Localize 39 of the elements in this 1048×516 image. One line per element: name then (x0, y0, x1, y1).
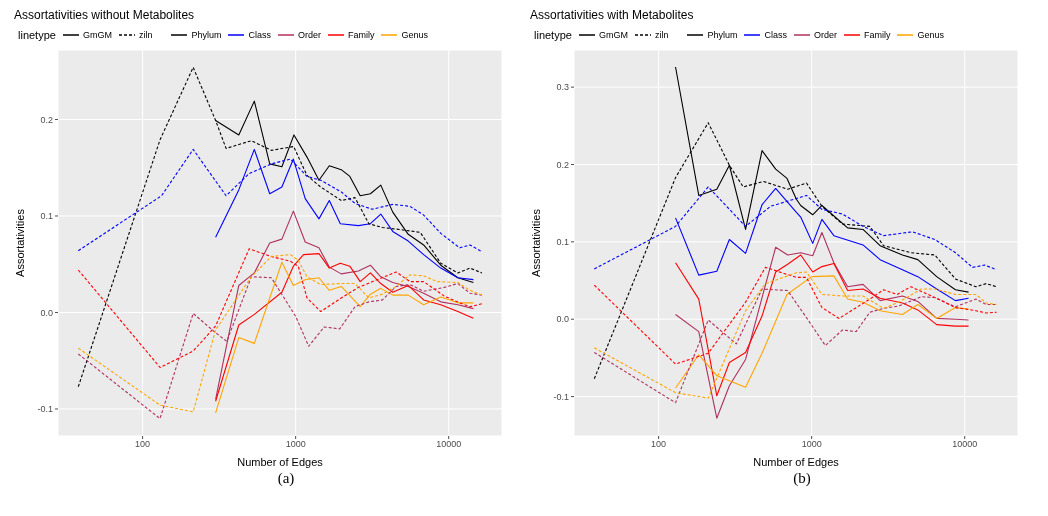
y-axis-title: Assortativities (529, 208, 542, 277)
y-tick-label: -0.1 (553, 391, 569, 402)
y-tick-label: 0.0 (40, 307, 53, 318)
text: GmGM (81, 30, 112, 40)
x-axis-title: Number of Edges (753, 456, 840, 468)
legend-label: Genus (916, 30, 945, 40)
text: (a) (276, 470, 296, 487)
y-tick-label: 0.3 (556, 82, 569, 93)
legend-label: Genus (400, 30, 429, 40)
x-tick-label: 100 (651, 439, 667, 450)
y-tick-label: 0.1 (556, 237, 569, 248)
legend-title: linetype (534, 29, 572, 41)
legend-label: Family (863, 30, 891, 40)
chart-title: Assortativities with Metabolites (529, 8, 695, 24)
legend-title: linetype (18, 29, 56, 41)
text: ziln (653, 30, 669, 40)
y-tick-label: 0.2 (556, 159, 569, 170)
y-axis-title: Assortativities (13, 208, 26, 277)
x-axis-title: Number of Edges (237, 456, 324, 468)
y-tick-label: 0.1 (40, 211, 53, 222)
y-tick-label: 0.2 (40, 114, 53, 125)
x-tick-label: 1000 (285, 439, 306, 450)
legend-label: Order (812, 30, 837, 40)
legend-label: Order (296, 30, 321, 40)
chart-title: Assortativities without Metabolites (13, 8, 196, 24)
y-tick-label: -0.1 (37, 404, 53, 415)
text: ziln (137, 30, 153, 40)
legend-label: Phylum (190, 30, 222, 40)
legend-label: Class (763, 30, 787, 40)
text: (b) (792, 470, 812, 487)
y-tick-label: 0.0 (556, 314, 569, 325)
legend-label: Family (347, 30, 375, 40)
x-tick-label: 10000 (952, 439, 978, 450)
text: GmGM (597, 30, 628, 40)
x-tick-label: 100 (135, 439, 151, 450)
x-tick-label: 10000 (436, 439, 462, 450)
x-tick-label: 1000 (801, 439, 822, 450)
legend-label: Class (247, 30, 271, 40)
legend-label: Phylum (706, 30, 738, 40)
